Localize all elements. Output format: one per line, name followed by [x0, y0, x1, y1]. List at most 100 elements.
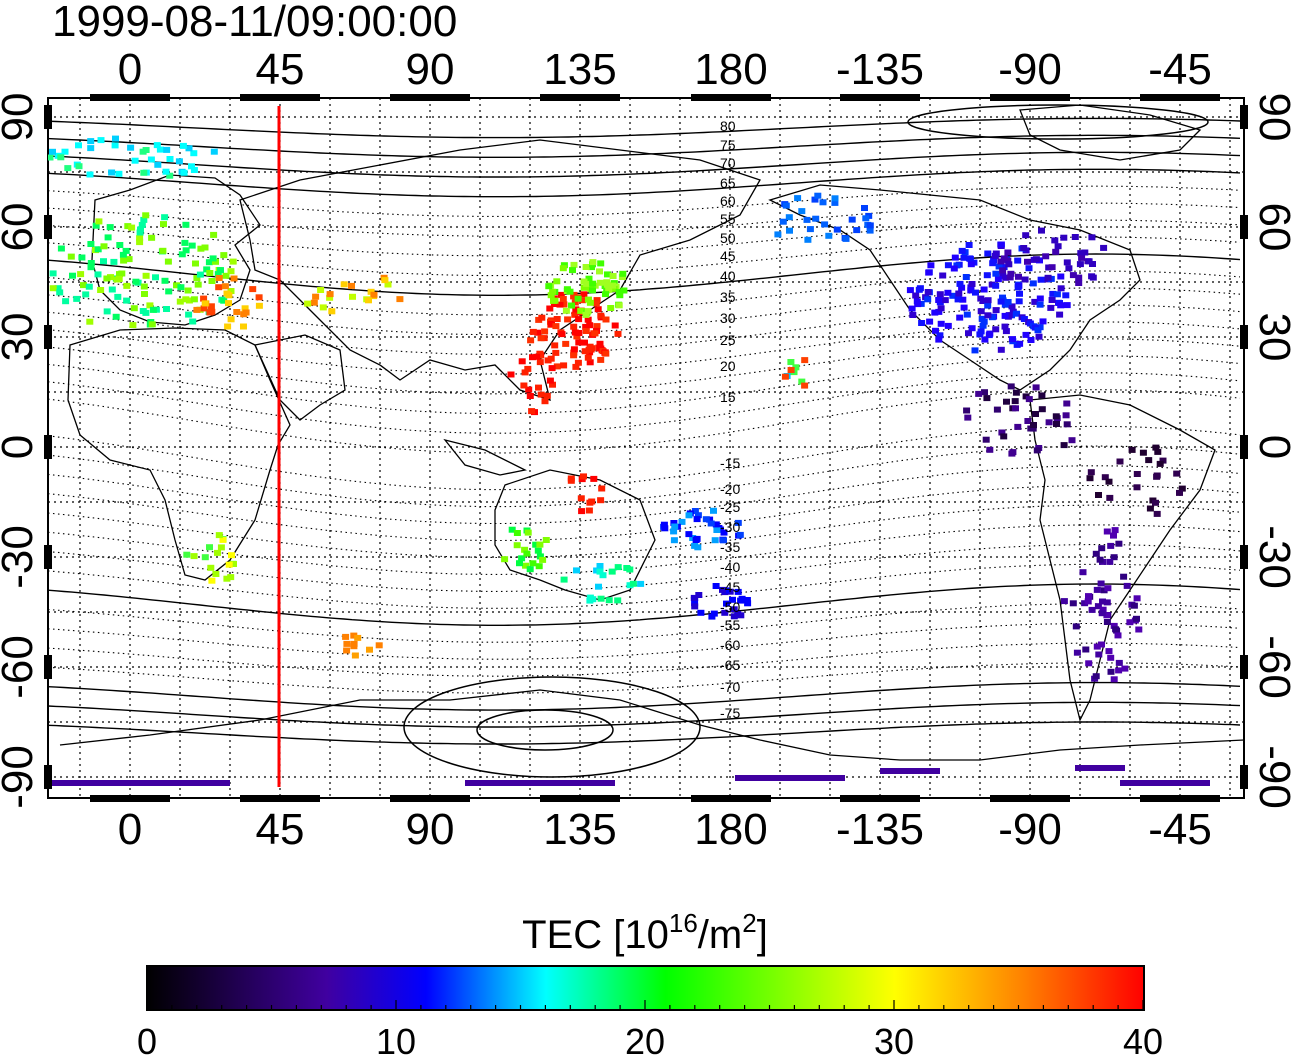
- tec-cell: [1012, 389, 1020, 396]
- tec-cell: [1133, 484, 1141, 491]
- tec-cell: [1056, 311, 1064, 318]
- tec-cell: [1027, 337, 1035, 343]
- tec-cell: [596, 563, 604, 569]
- tick-mark-right: [1240, 545, 1248, 569]
- tec-cell: [1063, 302, 1071, 309]
- tec-cell: [958, 284, 966, 291]
- tec-cell: [120, 257, 128, 264]
- tec-cell: [1082, 646, 1090, 653]
- tec-cell: [142, 147, 150, 153]
- tec-cell: [586, 359, 594, 366]
- tec-cell: [227, 574, 235, 581]
- tec-cell: [1054, 243, 1062, 250]
- tec-cell: [975, 390, 983, 397]
- tec-cell: [129, 322, 137, 329]
- y-tick-label-right: 60: [1250, 203, 1292, 252]
- tec-cell: [200, 295, 208, 302]
- tec-cell: [124, 223, 132, 230]
- tec-cell: [596, 279, 604, 286]
- tec-cell: [937, 305, 945, 312]
- tec-cell: [979, 322, 987, 329]
- x-tick-label-top: -90: [998, 45, 1062, 94]
- south-pole-contour-inner: [476, 709, 614, 751]
- tec-cell: [918, 320, 926, 326]
- tec-cell: [163, 306, 170, 312]
- tec-cell: [310, 299, 318, 306]
- tec-cell: [926, 318, 934, 325]
- tec-cell: [550, 301, 558, 307]
- tec-cell: [596, 268, 603, 275]
- tec-cell: [215, 532, 223, 539]
- tec-cell: [1110, 554, 1118, 561]
- tec-cell: [206, 270, 214, 276]
- colorbar-tick-label: 40: [1123, 1021, 1163, 1057]
- tec-cell: [912, 292, 920, 299]
- tec-cell: [132, 278, 140, 285]
- contour-label: 20: [720, 358, 736, 374]
- x-tick-label-top: -135: [836, 45, 924, 94]
- tec-cell: [1038, 392, 1046, 399]
- tec-cell: [1060, 234, 1068, 241]
- tec-cell: [585, 507, 593, 514]
- tec-cell: [616, 292, 624, 299]
- contour-label: -55: [720, 617, 740, 633]
- tec-cell: [115, 170, 123, 177]
- tec-cell: [1152, 444, 1160, 451]
- y-tick-label-left: 60: [0, 203, 42, 252]
- tec-cell: [326, 291, 334, 298]
- tec-cell: [782, 202, 790, 209]
- tec-cell: [94, 246, 102, 253]
- tec-cell: [1037, 276, 1045, 283]
- tec-cell: [707, 520, 715, 527]
- tec-cell: [142, 212, 150, 219]
- tec-cell: [999, 294, 1006, 301]
- tec-cell: [570, 346, 578, 353]
- contour-label: -35: [720, 539, 740, 555]
- tick-mark-bottom: [390, 795, 470, 802]
- tec-cell: [831, 199, 839, 206]
- contour-label: -20: [720, 481, 740, 497]
- tec-cell: [205, 259, 213, 266]
- tec-cell: [1052, 248, 1060, 255]
- tick-mark-left: [44, 435, 52, 459]
- tec-cell: [1075, 274, 1083, 281]
- tec-cell: [160, 221, 167, 228]
- tec-cell: [1057, 285, 1065, 292]
- tec-cell: [222, 272, 230, 279]
- tec-cell: [1000, 264, 1008, 271]
- tec-cell: [1003, 398, 1010, 405]
- tec-band: [880, 768, 940, 774]
- tec-cell: [693, 516, 701, 523]
- tec-cell: [1099, 598, 1106, 605]
- tec-band: [48, 780, 230, 786]
- tec-cell: [614, 597, 622, 604]
- tec-cell: [572, 306, 580, 313]
- tec-cell: [798, 378, 806, 385]
- tec-cell: [779, 218, 787, 225]
- tec-cell: [586, 299, 594, 306]
- tec-cell: [968, 281, 976, 287]
- tec-cell: [736, 531, 744, 538]
- coastline-outline: [768, 184, 1141, 391]
- tec-cell: [175, 158, 183, 165]
- tick-mark-bottom: [1140, 795, 1220, 802]
- tec-cell: [161, 277, 169, 284]
- tec-cell: [833, 226, 841, 233]
- colorbar-title-end: ]: [757, 913, 768, 957]
- tec-cell: [803, 216, 811, 223]
- tec-cell: [801, 382, 809, 389]
- tec-cell: [1013, 310, 1021, 317]
- tec-cell: [141, 291, 148, 297]
- contour-label: 60: [720, 193, 736, 209]
- x-tick-label-bottom: -135: [836, 805, 924, 854]
- tec-cell: [206, 309, 214, 316]
- tec-cell: [547, 292, 555, 299]
- tec-cell: [190, 553, 198, 560]
- tec-cell: [842, 235, 850, 242]
- tec-cell: [328, 308, 336, 315]
- magnetic-contour-line: [48, 236, 1241, 277]
- tec-cell: [1001, 323, 1009, 330]
- tec-cell: [951, 254, 959, 261]
- tec-cell: [986, 330, 994, 337]
- tec-cell: [965, 330, 972, 337]
